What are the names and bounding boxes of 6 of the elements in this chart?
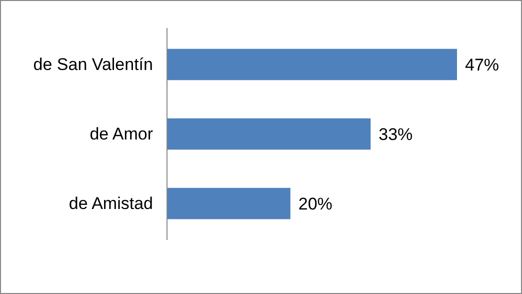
data-label: 33% — [378, 124, 413, 144]
y-tick-label: de Amistad — [68, 194, 153, 213]
y-tick-label: de San Valentín — [33, 54, 153, 74]
y-tick-label: de Amor — [90, 124, 154, 144]
data-label: 47% — [465, 55, 500, 74]
data-label: 20% — [298, 194, 332, 214]
